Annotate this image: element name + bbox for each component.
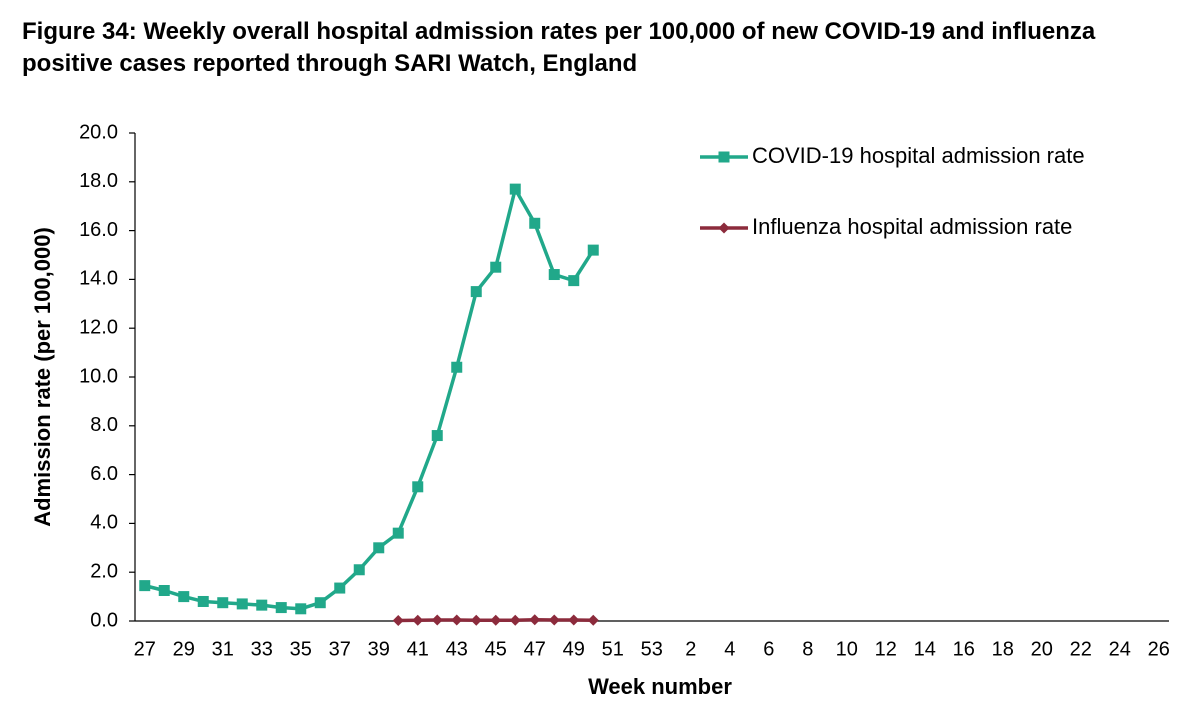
data-point (139, 580, 151, 592)
x-tick-label: 41 (407, 638, 429, 660)
data-point (314, 597, 326, 609)
x-tick-label: 43 (446, 638, 468, 660)
data-point (587, 244, 599, 256)
data-point (392, 527, 404, 539)
x-tick-label: 20 (1031, 638, 1053, 660)
data-point (470, 614, 482, 626)
data-point (587, 614, 599, 626)
data-point (568, 614, 580, 626)
x-tick-label: 27 (134, 638, 156, 660)
series-line (144, 187, 595, 611)
data-point (568, 275, 580, 287)
legend-marker (718, 222, 730, 234)
y-tick-label: 6.0 (90, 463, 118, 485)
y-tick-label: 4.0 (90, 512, 118, 534)
x-tick-label: 8 (802, 638, 813, 660)
data-point (275, 602, 287, 614)
x-tick-label: 14 (914, 638, 936, 660)
x-tick-label: 2 (685, 638, 696, 660)
data-point (529, 614, 541, 626)
x-tick-label: 33 (251, 638, 273, 660)
x-tick-label: 31 (212, 638, 234, 660)
x-tick-label: 16 (953, 638, 975, 660)
data-point (451, 614, 463, 626)
data-point (236, 598, 248, 610)
x-tick-label: 29 (173, 638, 195, 660)
data-point (548, 269, 560, 281)
data-point (509, 614, 521, 626)
y-tick-label: 10.0 (79, 365, 118, 387)
y-tick-label: 14.0 (79, 268, 118, 290)
x-tick-label: 51 (602, 638, 624, 660)
data-point (470, 286, 482, 298)
data-point (392, 615, 404, 627)
data-point (334, 582, 346, 594)
x-tick-label: 4 (724, 638, 735, 660)
data-point (431, 430, 443, 442)
data-point (256, 599, 268, 611)
y-tick-label: 0.0 (90, 609, 118, 631)
y-tick-label: 16.0 (79, 219, 118, 241)
data-point (548, 614, 560, 626)
y-tick-label: 20.0 (79, 121, 118, 143)
data-point (412, 481, 424, 493)
data-point (490, 261, 502, 273)
data-point (158, 585, 170, 596)
x-tick-label: 49 (563, 638, 585, 660)
data-point (353, 564, 365, 576)
y-tick-label: 18.0 (79, 170, 118, 192)
x-tick-label: 39 (368, 638, 390, 660)
data-point (451, 361, 463, 373)
legend-label: Influenza hospital admission rate (752, 214, 1072, 239)
data-point (197, 595, 209, 607)
x-tick-label: 6 (763, 638, 774, 660)
data-point (431, 614, 443, 626)
data-point (490, 614, 502, 626)
x-tick-label: 12 (875, 638, 897, 660)
data-point (529, 217, 541, 229)
x-tick-label: 45 (485, 638, 507, 660)
x-tick-label: 53 (641, 638, 663, 660)
y-axis-title: Admission rate (per 100,000) (30, 227, 55, 527)
y-tick-label: 12.0 (79, 316, 118, 338)
x-tick-label: 18 (992, 638, 1014, 660)
data-point (178, 591, 190, 603)
x-tick-label: 35 (290, 638, 312, 660)
x-axis-title: Week number (588, 674, 732, 699)
data-point (295, 603, 307, 615)
y-tick-label: 2.0 (90, 560, 118, 582)
data-point (217, 597, 229, 609)
x-tick-label: 24 (1109, 638, 1131, 660)
data-point (412, 614, 424, 626)
chart-title: Figure 34: Weekly overall hospital admis… (22, 18, 1096, 77)
x-tick-label: 22 (1070, 638, 1092, 660)
data-point (373, 542, 385, 554)
x-tick-label: 26 (1148, 638, 1170, 660)
x-tick-label: 10 (836, 638, 858, 660)
data-point (509, 183, 521, 195)
legend-marker (718, 151, 730, 163)
x-tick-label: 47 (524, 638, 546, 660)
legend-label: COVID-19 hospital admission rate (752, 143, 1085, 168)
y-tick-label: 8.0 (90, 414, 118, 436)
x-tick-label: 37 (329, 638, 351, 660)
